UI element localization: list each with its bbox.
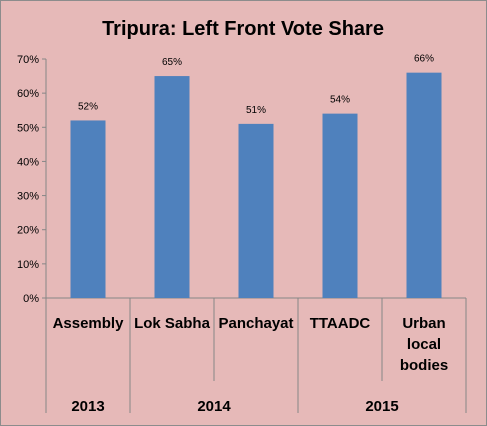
data-labels: 52% 65% 51% 54% 66% (78, 54, 434, 116)
category-label-line: bodies (400, 357, 448, 374)
data-label: 51% (246, 105, 266, 116)
category-label: Urban local bodies (400, 315, 448, 374)
bar (406, 72, 442, 299)
category-label-line: Urban (402, 315, 445, 332)
category-label-line: Lok Sabha (134, 315, 211, 332)
y-tick-label: 10% (17, 259, 39, 271)
year-labels: 2013 2014 2015 (71, 398, 398, 415)
bar (70, 120, 106, 298)
data-label: 65% (162, 57, 182, 68)
bar (322, 113, 358, 298)
y-tick-label: 40% (17, 156, 39, 168)
y-tick-label: 50% (17, 122, 39, 134)
y-tick-label: 30% (17, 191, 39, 203)
category-label-line: local (407, 336, 441, 353)
category-label-line: Assembly (53, 315, 125, 332)
bars (70, 72, 442, 299)
axes: 0% 10% 20% 30% 40% 50% 60% 70% (17, 54, 467, 413)
y-tick-label: 20% (17, 225, 39, 237)
category-label-line: TTAADC (310, 315, 371, 332)
y-tick-label: 0% (23, 293, 39, 305)
category-label: Panchayat (218, 315, 293, 332)
category-labels: Assembly Lok Sabha Panchayat TTAADC Urban loc… (53, 315, 449, 374)
year-label: 2014 (197, 398, 231, 415)
category-label: Lok Sabha (134, 315, 211, 332)
bar (154, 76, 190, 298)
category-label-line: Panchayat (218, 315, 293, 332)
data-label: 52% (78, 101, 98, 112)
year-label: 2015 (365, 398, 398, 415)
year-label: 2013 (71, 398, 104, 415)
data-label: 54% (330, 95, 350, 106)
chart-title: Tripura: Left Front Vote Share (102, 18, 384, 40)
category-label: Assembly (53, 315, 125, 332)
y-tick-label: 60% (17, 88, 39, 100)
category-label: TTAADC (310, 315, 371, 332)
bar (238, 123, 274, 298)
data-label: 66% (414, 54, 434, 65)
y-tick-label: 70% (17, 54, 39, 66)
